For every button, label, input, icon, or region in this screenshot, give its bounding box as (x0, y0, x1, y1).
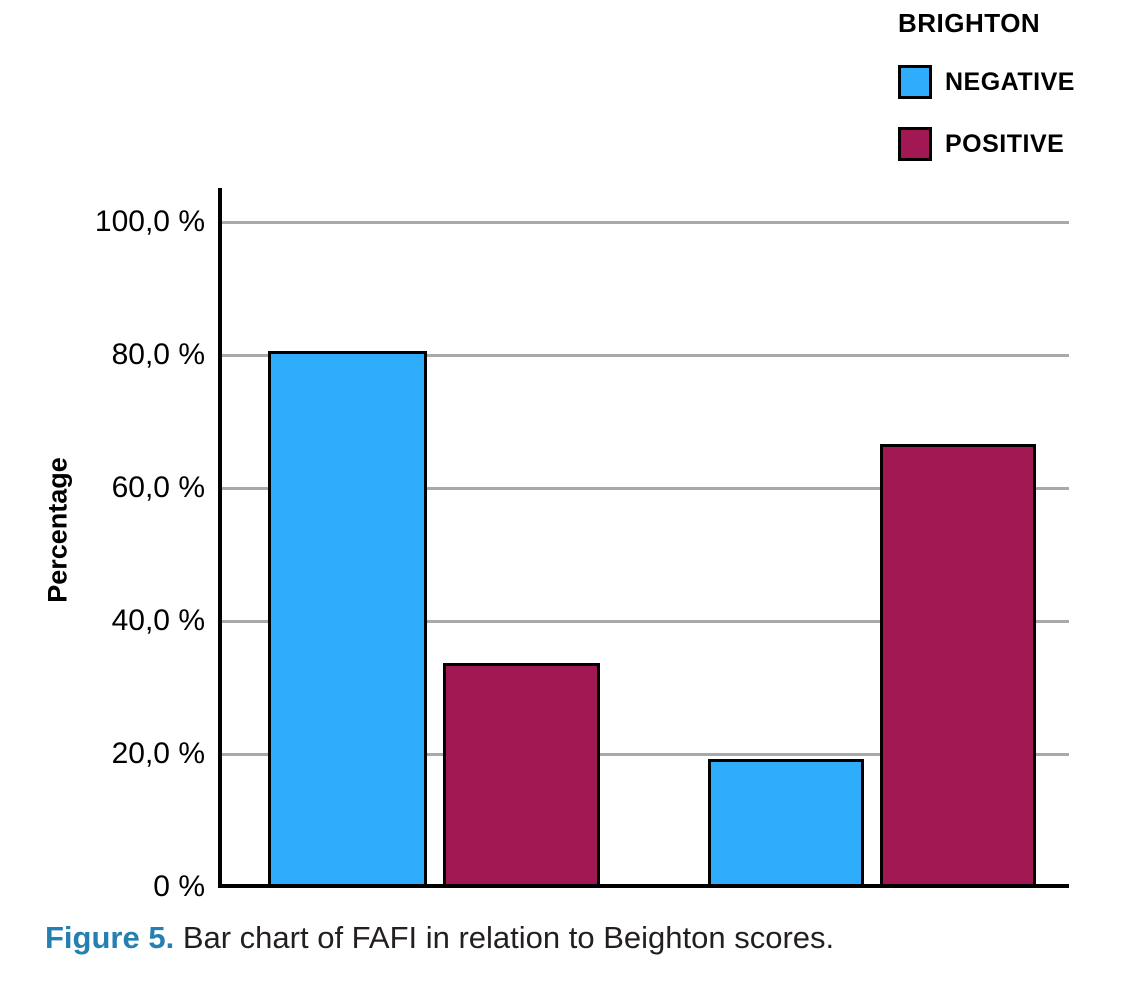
y-tick-label-20: 20,0 % (111, 737, 205, 770)
negative-color-swatch (898, 65, 932, 99)
y-tick-label-60: 60,0 % (111, 471, 205, 504)
gridline-40 (218, 620, 1069, 623)
bar-negative-group1 (268, 351, 427, 888)
bar-negative-group2 (708, 759, 864, 888)
figure-caption: Figure 5. Bar chart of FAFI in relation … (45, 920, 834, 956)
legend-title: BRIGHTON (898, 8, 1041, 38)
bar-positive-group2 (880, 444, 1036, 888)
y-tick-label-80: 80,0 % (111, 338, 205, 371)
y-tick-label-40: 40,0 % (111, 604, 205, 637)
legend-label-negative: NEGATIVE (945, 67, 1075, 96)
figure-caption-label: Figure 5. (45, 920, 175, 955)
gridline-60 (218, 487, 1069, 490)
y-tick-label-100: 100,0 % (94, 205, 205, 238)
positive-color-swatch (898, 127, 932, 161)
gridline-20 (218, 753, 1069, 756)
gridline-100 (218, 221, 1069, 224)
gridline-80 (218, 354, 1069, 357)
y-tick-label-0: 0 % (153, 870, 205, 903)
figure-caption-text: Bar chart of FAFI in relation to Beighto… (182, 920, 835, 955)
y-axis-tick-labels: 100,0 % 80,0 % 60,0 % 40,0 % 20,0 % 0 % (0, 0, 205, 1004)
plot-area (218, 188, 1069, 888)
y-axis-line (218, 188, 222, 888)
legend-label-positive: POSITIVE (945, 129, 1065, 158)
legend-item-positive: POSITIVE (898, 127, 1075, 161)
x-axis-line (218, 884, 1069, 888)
chart-legend: BRIGHTON NEGATIVE POSITIVE (898, 8, 1075, 189)
legend-item-negative: NEGATIVE (898, 65, 1075, 99)
bar-positive-group1 (443, 663, 600, 888)
